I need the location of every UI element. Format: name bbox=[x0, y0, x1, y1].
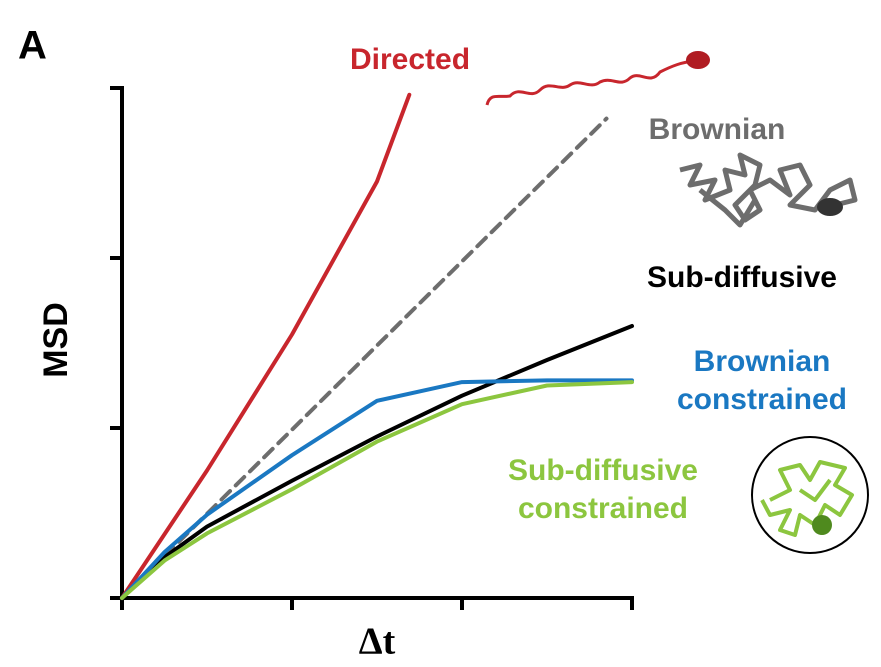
x-axis-label: Δt bbox=[359, 621, 396, 663]
brownian-particle bbox=[817, 198, 843, 216]
y-axis-label: MSD bbox=[37, 302, 75, 378]
series-label: Brownian constrained bbox=[642, 343, 881, 419]
directed-particle bbox=[686, 51, 710, 69]
series-label: Brownian bbox=[567, 111, 867, 149]
series-line bbox=[122, 95, 409, 598]
panel-label: A bbox=[18, 24, 47, 68]
series-label: Sub-diffusive constrained bbox=[483, 452, 723, 528]
series-label: Sub-diffusive bbox=[592, 259, 881, 297]
chart: A MSD Δt bbox=[0, 0, 881, 667]
constrained-trajectory bbox=[762, 462, 852, 535]
series-label: Directed bbox=[260, 41, 560, 79]
constrained-particle bbox=[812, 515, 832, 535]
figure: A MSD Δt DirectedBrownian Sub-diffusive Br… bbox=[0, 0, 881, 667]
